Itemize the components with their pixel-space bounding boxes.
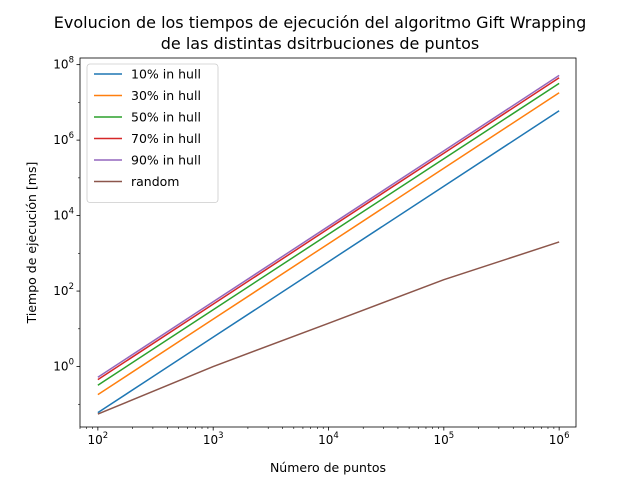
legend-box — [86, 63, 219, 203]
x-tick-label-base: 10 — [88, 433, 103, 447]
chart-title-line2: de las distintas dsitrbuciones de puntos — [161, 34, 480, 53]
x-tick-label: 105 — [433, 431, 454, 447]
x-tick-label-exp: 5 — [449, 431, 454, 441]
x-tick-label-exp: 3 — [218, 431, 223, 441]
legend-label: 30% in hull — [131, 88, 201, 103]
y-tick-label-base: 10 — [53, 284, 68, 298]
plot-frame — [79, 57, 577, 428]
legend-label: 70% in hull — [131, 131, 201, 146]
x-tick-label: 103 — [203, 431, 224, 447]
y-tick-label-exp: 0 — [69, 358, 74, 368]
y-tick-label-base: 10 — [53, 360, 68, 374]
y-tick-label-base: 10 — [53, 209, 68, 223]
chart-title-line1: Evolucion de los tiempos de ejecución de… — [54, 13, 586, 32]
y-tick-label: 106 — [53, 131, 74, 147]
x-tick-label-base: 10 — [549, 433, 564, 447]
legend-label: random — [131, 174, 179, 189]
x-tick-label: 106 — [549, 431, 570, 447]
x-tick-label-base: 10 — [203, 433, 218, 447]
y-axis-label: Tiempo de ejecución [ms] — [24, 162, 39, 325]
y-tick-label: 104 — [53, 207, 74, 223]
x-tick-label: 104 — [318, 431, 339, 447]
legend: 10% in hull 30% in hull 50% in hull 70% in … — [86, 63, 219, 203]
y-tick-label-base: 10 — [53, 133, 68, 147]
y-tick-label-base: 10 — [53, 58, 68, 72]
legend-label: 10% in hull — [131, 67, 201, 82]
y-tick-label: 102 — [53, 282, 74, 298]
series-line-4 — [97, 74, 560, 378]
series-line-1 — [97, 92, 560, 396]
x-tick-label-exp: 6 — [564, 431, 569, 441]
series-layer — [97, 74, 560, 415]
x-axis-label: Número de puntos — [270, 460, 386, 475]
series-line-3 — [97, 77, 560, 381]
y-tick-label: 100 — [53, 358, 74, 374]
series-line-2 — [97, 82, 560, 386]
series-line-5 — [97, 241, 560, 415]
legend-label: 90% in hull — [131, 153, 201, 168]
x-tick-label: 102 — [88, 431, 109, 447]
y-tick-label-exp: 2 — [69, 282, 74, 292]
x-tick-label-base: 10 — [318, 433, 333, 447]
series-line-0 — [97, 110, 560, 414]
y-tick-label-exp: 4 — [69, 207, 74, 217]
x-tick-label-base: 10 — [433, 433, 448, 447]
legend-label: 50% in hull — [131, 110, 201, 125]
y-tick-label: 108 — [53, 56, 74, 72]
x-tick-label-exp: 2 — [103, 431, 108, 441]
x-tick-label-exp: 4 — [333, 431, 338, 441]
y-tick-label-exp: 8 — [69, 56, 74, 66]
y-tick-label-exp: 6 — [69, 131, 74, 141]
